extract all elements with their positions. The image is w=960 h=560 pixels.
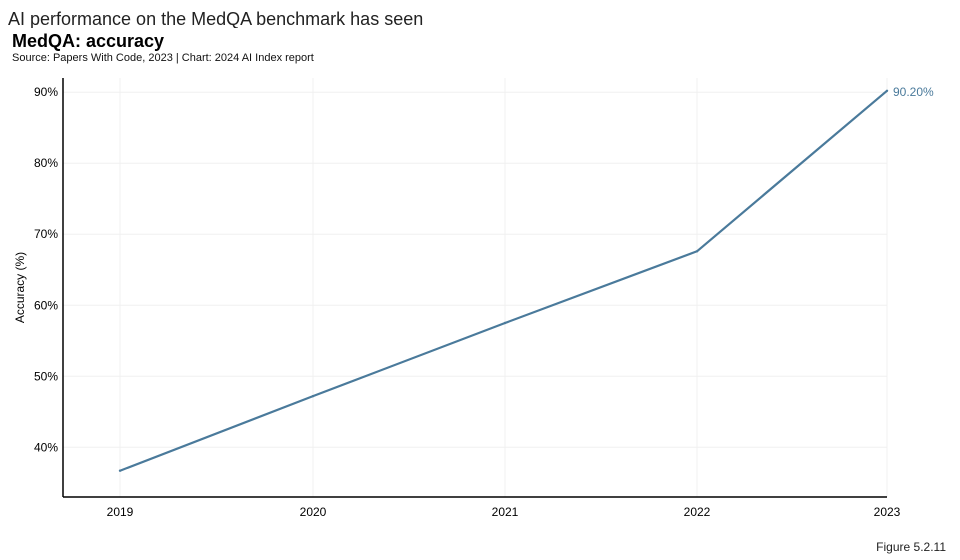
chart-title: MedQA: accuracy <box>12 31 165 51</box>
x-tick-label: 2023 <box>874 505 901 519</box>
page-heading: AI performance on the MedQA benchmark ha… <box>8 9 424 28</box>
y-tick-label: 60% <box>34 298 58 312</box>
y-axis-title: Accuracy (%) <box>13 252 27 323</box>
data-point-2019 <box>118 469 122 472</box>
figure-label: Figure 5.2.11 <box>876 540 946 554</box>
grid-lines <box>63 78 888 497</box>
x-tick-label: 2019 <box>107 505 134 519</box>
x-tick-label: 2021 <box>492 505 519 519</box>
data-point-2023 <box>885 89 889 92</box>
y-tick-label: 70% <box>34 227 58 241</box>
data-point-2020 <box>311 394 315 398</box>
chart-source: Source: Papers With Code, 2023 | Chart: … <box>12 52 314 64</box>
y-tick-label: 80% <box>34 156 58 170</box>
x-tick-label: 2020 <box>300 505 327 519</box>
y-tick-label: 90% <box>34 85 58 99</box>
x-tick-label: 2022 <box>684 505 711 519</box>
series-line-accuracy <box>119 89 888 472</box>
data-point-2021 <box>503 321 507 325</box>
y-axis-ticks: 40% 50% 60% 70% 80% 90% <box>34 85 58 454</box>
y-tick-label: 40% <box>34 440 58 454</box>
data-point-2022 <box>695 250 699 253</box>
data-points <box>118 89 889 472</box>
x-axis-ticks: 2019 2020 2021 2022 2023 <box>107 505 901 519</box>
data-label-2023: 90.20% <box>893 85 934 99</box>
y-tick-label: 50% <box>34 369 58 383</box>
